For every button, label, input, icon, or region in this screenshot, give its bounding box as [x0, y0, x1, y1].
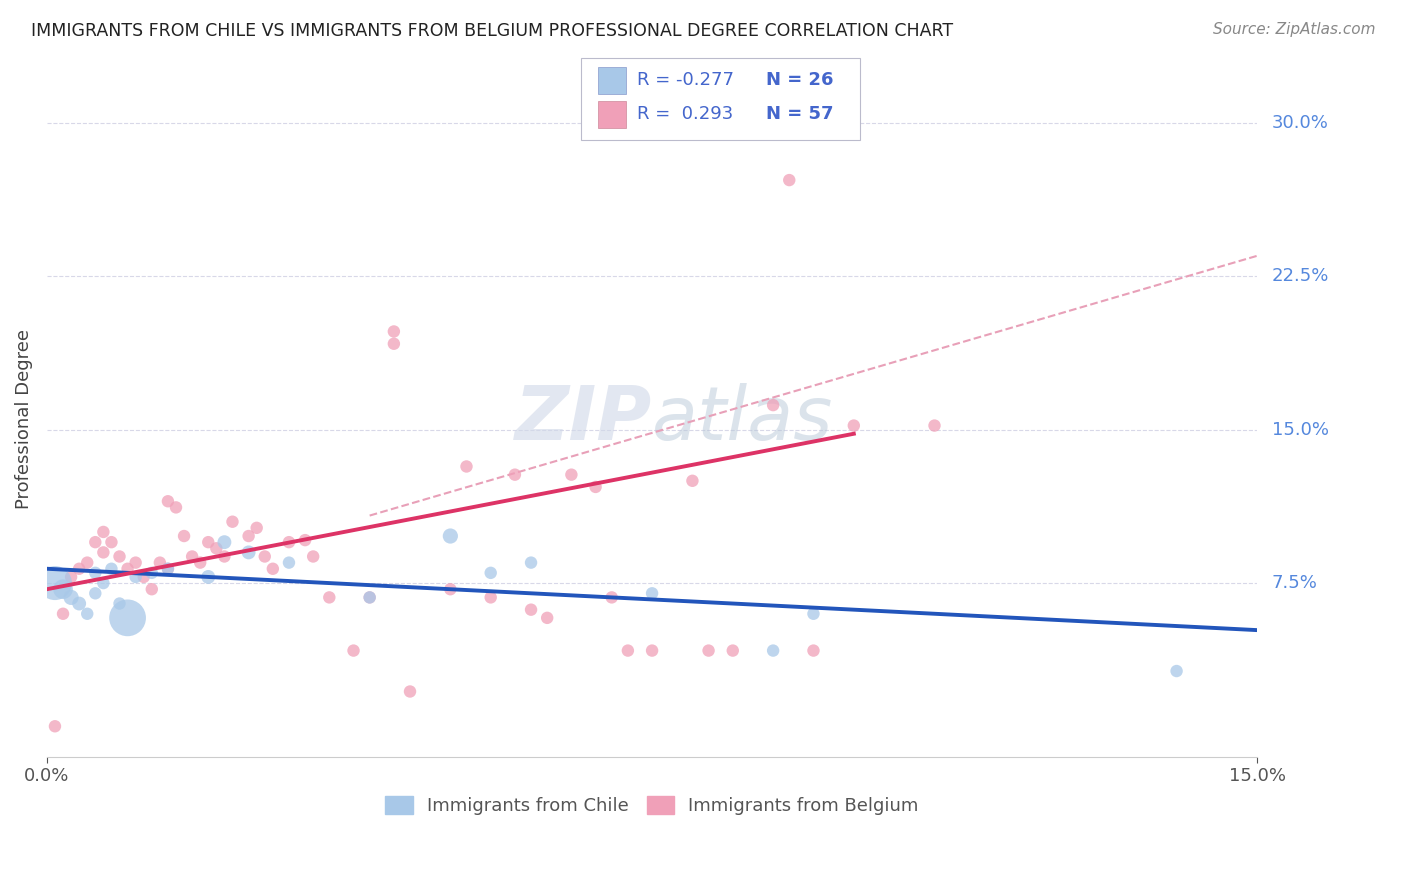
Point	[124, 556, 146, 570]
Point	[141, 566, 163, 580]
Text: ZIP: ZIP	[515, 383, 652, 456]
Text: 30.0%: 30.0%	[1272, 114, 1329, 132]
Point	[778, 173, 800, 187]
Point	[536, 611, 558, 625]
Point	[399, 684, 422, 698]
Point	[100, 535, 122, 549]
Point	[124, 570, 146, 584]
Point	[188, 556, 211, 570]
Point	[156, 562, 179, 576]
Point	[44, 576, 66, 591]
Point	[141, 582, 163, 597]
Point	[924, 418, 946, 433]
Point	[156, 494, 179, 508]
Point	[60, 570, 83, 584]
Point	[67, 597, 90, 611]
Y-axis label: Professional Degree: Professional Degree	[15, 329, 32, 509]
Point	[842, 418, 865, 433]
Point	[197, 535, 219, 549]
Text: IMMIGRANTS FROM CHILE VS IMMIGRANTS FROM BELGIUM PROFESSIONAL DEGREE CORRELATION: IMMIGRANTS FROM CHILE VS IMMIGRANTS FROM…	[31, 22, 953, 40]
Point	[520, 602, 543, 616]
Point	[302, 549, 325, 564]
Point	[585, 480, 607, 494]
Text: N = 57: N = 57	[766, 105, 834, 123]
Text: Source: ZipAtlas.com: Source: ZipAtlas.com	[1212, 22, 1375, 37]
Point	[52, 582, 75, 597]
Point	[76, 607, 98, 621]
Point	[93, 524, 115, 539]
Point	[197, 570, 219, 584]
Point	[721, 643, 744, 657]
Point	[84, 566, 107, 580]
Point	[641, 586, 664, 600]
Point	[439, 529, 461, 543]
Point	[560, 467, 582, 482]
Point	[238, 545, 260, 559]
Point	[503, 467, 526, 482]
Point	[173, 529, 195, 543]
Point	[181, 549, 204, 564]
Point	[117, 562, 139, 576]
Point	[359, 591, 381, 605]
Point	[238, 529, 260, 543]
Text: R = -0.277: R = -0.277	[637, 71, 734, 89]
Point	[93, 545, 115, 559]
Point	[479, 591, 502, 605]
Point	[165, 500, 187, 515]
Point	[803, 607, 825, 621]
Point	[149, 556, 172, 570]
Point	[205, 541, 228, 556]
Point	[93, 576, 115, 591]
Point	[117, 611, 139, 625]
Point	[52, 607, 75, 621]
Point	[262, 562, 284, 576]
Point	[100, 562, 122, 576]
Point	[342, 643, 364, 657]
Point	[681, 474, 703, 488]
Point	[253, 549, 276, 564]
Point	[359, 591, 381, 605]
Point	[641, 643, 664, 657]
Legend: Immigrants from Chile, Immigrants from Belgium: Immigrants from Chile, Immigrants from B…	[378, 789, 927, 822]
Point	[1166, 664, 1188, 678]
Point	[84, 535, 107, 549]
Point	[617, 643, 640, 657]
Point	[278, 556, 301, 570]
Point	[697, 643, 720, 657]
Point	[600, 591, 623, 605]
Point	[108, 597, 131, 611]
Point	[456, 459, 478, 474]
Text: 22.5%: 22.5%	[1272, 268, 1329, 285]
Point	[803, 643, 825, 657]
Point	[214, 535, 236, 549]
Text: 15.0%: 15.0%	[1272, 421, 1329, 439]
Point	[479, 566, 502, 580]
Point	[439, 582, 461, 597]
Point	[382, 336, 405, 351]
Point	[132, 570, 155, 584]
Point	[294, 533, 316, 548]
Point	[214, 549, 236, 564]
Text: 7.5%: 7.5%	[1272, 574, 1317, 592]
Point	[221, 515, 243, 529]
Point	[84, 586, 107, 600]
Text: R =  0.293: R = 0.293	[637, 105, 733, 123]
Point	[382, 325, 405, 339]
Point	[67, 562, 90, 576]
Point	[762, 398, 785, 412]
Point	[318, 591, 340, 605]
Point	[60, 591, 83, 605]
Point	[156, 562, 179, 576]
Point	[108, 549, 131, 564]
Point	[44, 719, 66, 733]
Text: atlas: atlas	[652, 384, 834, 456]
Point	[762, 643, 785, 657]
Point	[278, 535, 301, 549]
Point	[246, 521, 269, 535]
Text: N = 26: N = 26	[766, 71, 834, 89]
Point	[76, 556, 98, 570]
Point	[520, 556, 543, 570]
